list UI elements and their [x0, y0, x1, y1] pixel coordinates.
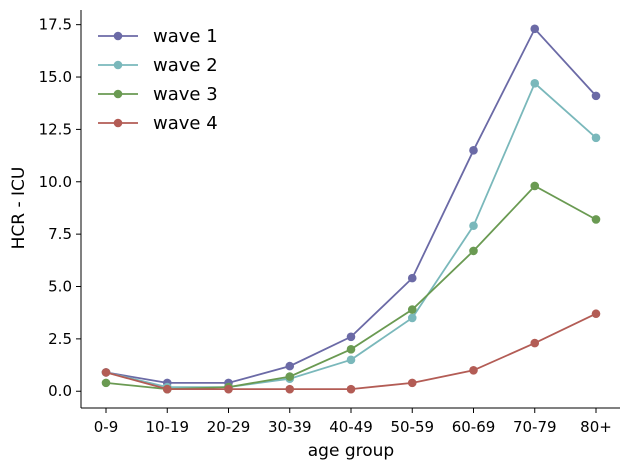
data-point [101, 368, 111, 377]
x-tick-label: 20-29 [207, 418, 251, 436]
data-point [530, 338, 540, 348]
data-point [530, 79, 540, 88]
data-point [591, 133, 601, 143]
data-point [346, 332, 356, 342]
data-point [469, 221, 478, 231]
y-tick-label: 2.5 [48, 330, 72, 348]
x-tick-label: 70-79 [513, 418, 557, 436]
legend-swatch-marker [113, 31, 123, 41]
legend-label: wave 1 [153, 26, 218, 47]
legend-swatch-marker [113, 89, 123, 99]
series-group [101, 24, 601, 394]
legend: wave 1 wave 2 wave 3 wave 4 [98, 26, 218, 134]
axes: 0.0 2.5 5.0 7.5 10.0 12.5 15.0 17.5 0-9 10-19 20-2… [39, 10, 620, 436]
legend-label: wave 2 [153, 55, 218, 76]
series-1 [101, 24, 601, 388]
data-point [285, 384, 295, 394]
data-point [346, 384, 356, 394]
x-tick-label: 50-59 [390, 418, 434, 436]
data-point [530, 24, 540, 34]
legend-label: wave 4 [153, 113, 218, 134]
data-point [591, 309, 601, 319]
data-point [407, 378, 417, 388]
x-tick-label: 60-69 [452, 418, 496, 436]
data-point [346, 345, 356, 354]
x-tick-label: 0-9 [94, 418, 119, 436]
data-point [469, 365, 478, 375]
data-point [530, 181, 540, 191]
series-4 [101, 309, 601, 394]
data-point [591, 215, 601, 224]
x-tick-label: 40-49 [329, 418, 373, 436]
x-tick-label: 30-39 [268, 418, 312, 436]
x-tick-label: 10-19 [145, 418, 189, 436]
legend-label: wave 3 [153, 84, 218, 105]
y-tick-label: 7.5 [48, 225, 72, 243]
y-tick-label: 5.0 [48, 278, 72, 296]
x-tick-label: 80+ [580, 418, 612, 436]
series-line [105, 27, 597, 384]
y-tick-label: 12.5 [39, 120, 72, 138]
y-tick-label: 10.0 [39, 173, 72, 191]
data-point [162, 384, 172, 394]
legend-item: wave 2 [98, 55, 218, 76]
y-tick-label: 15.0 [39, 68, 72, 86]
data-point [469, 146, 478, 155]
data-point [346, 355, 356, 365]
data-point [224, 384, 233, 394]
legend-item: wave 1 [98, 26, 218, 47]
data-point [407, 273, 417, 283]
data-point [407, 313, 417, 323]
y-axis-label: HCR - ICU [9, 167, 29, 250]
data-point [591, 91, 601, 101]
legend-swatch-marker [113, 118, 123, 128]
y-tick-label: 17.5 [39, 16, 72, 34]
y-tick-label: 0.0 [48, 382, 72, 400]
legend-swatch-marker [113, 60, 123, 70]
legend-item: wave 4 [98, 113, 218, 134]
data-point [285, 372, 295, 381]
data-point [101, 378, 111, 388]
x-axis-label: age group [308, 441, 394, 461]
data-point [407, 305, 417, 314]
data-point [285, 361, 295, 371]
legend-item: wave 3 [98, 84, 218, 105]
data-point [469, 246, 478, 256]
